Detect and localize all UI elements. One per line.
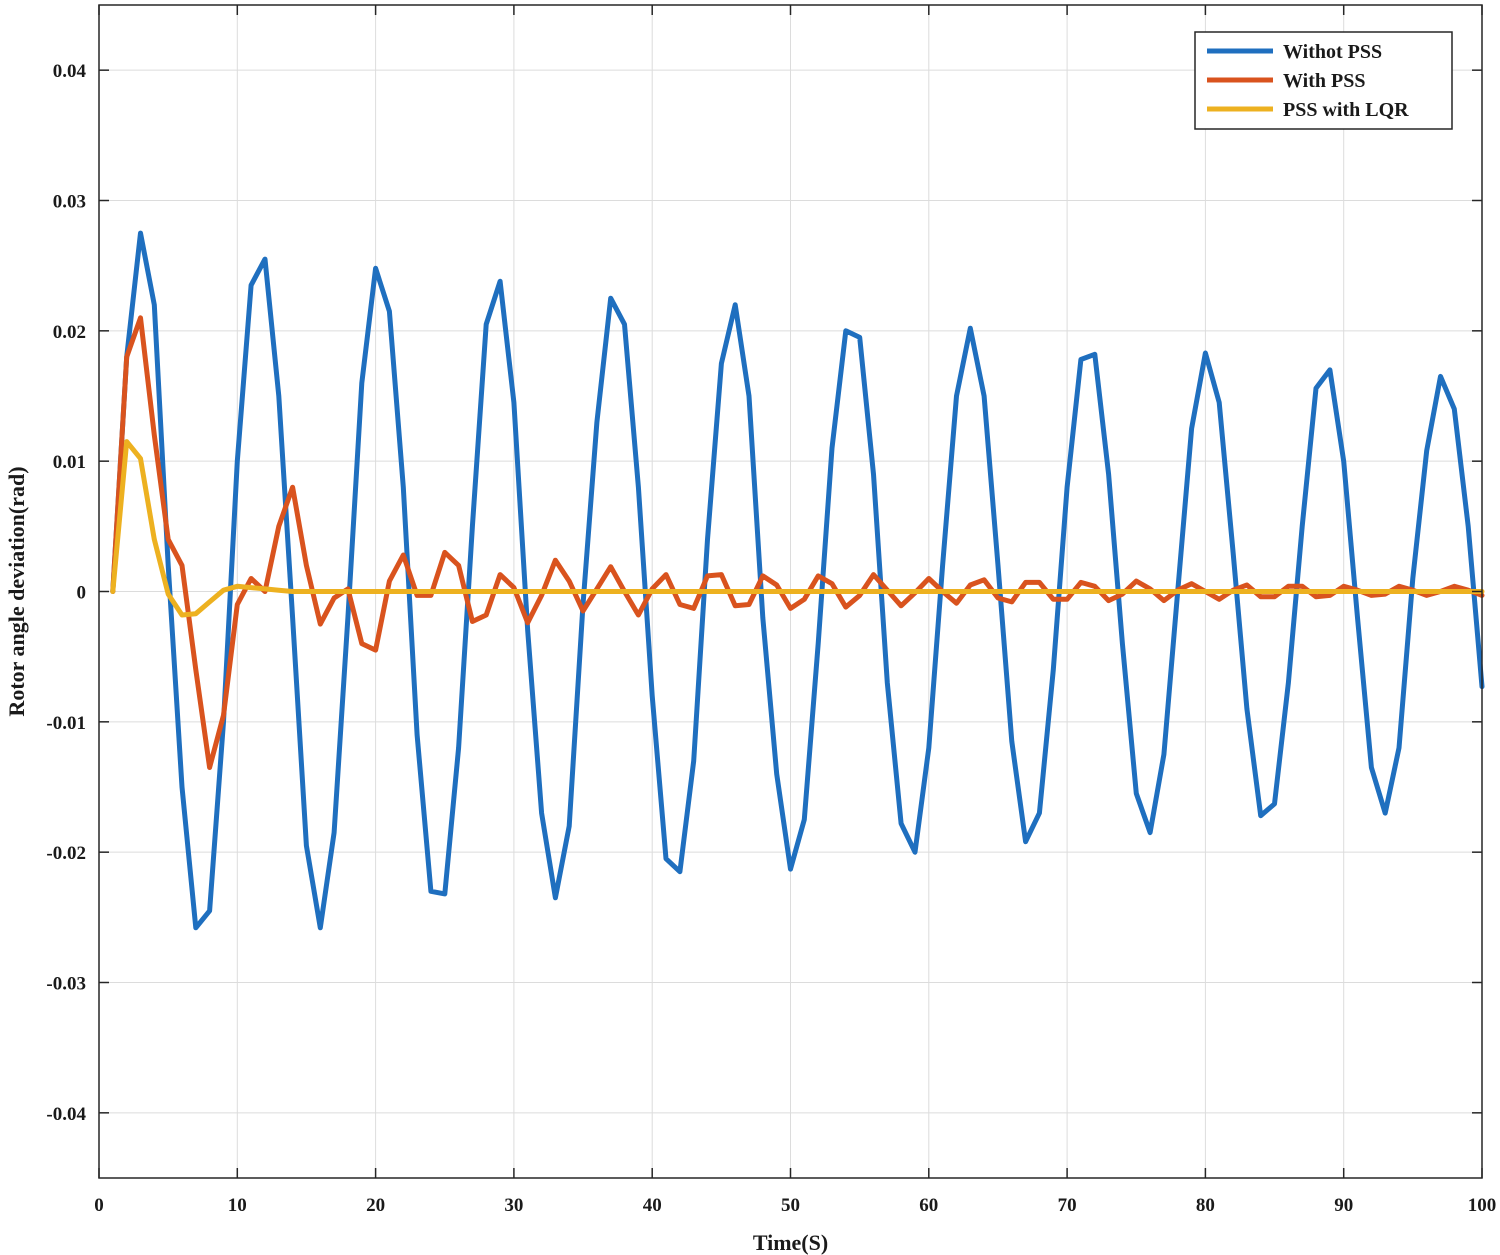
y-tick-label: -0.01 — [46, 713, 86, 734]
y-tick-label: -0.03 — [46, 974, 86, 995]
series-lines — [110, 230, 1485, 931]
y-tick-label: 0.04 — [53, 61, 87, 82]
x-axis-label: Time(S) — [753, 1230, 828, 1255]
y-axis-label: Rotor angle deviation(rad) — [4, 466, 29, 716]
x-tick-label: 70 — [1058, 1195, 1077, 1216]
y-tick-label: 0.03 — [53, 192, 86, 213]
y-axis-ticks: -0.04 -0.03 -0.02 -0.01 0 0.01 0.02 0.03 0.04 — [46, 61, 1482, 1125]
x-axis-ticks: 0 10 20 30 40 50 60 70 80 90 100 — [94, 5, 1496, 1216]
legend-label: Withot PSS — [1283, 41, 1382, 63]
x-tick-label: 10 — [228, 1195, 247, 1216]
x-tick-label: 60 — [919, 1195, 938, 1216]
x-tick-label: 40 — [643, 1195, 662, 1216]
series-line-2 — [110, 439, 1485, 618]
x-tick-label: 50 — [781, 1195, 800, 1216]
y-tick-label: 0 — [77, 583, 87, 604]
y-tick-label: 0.01 — [53, 452, 86, 473]
y-tick-label: -0.04 — [46, 1104, 86, 1125]
x-tick-label: 100 — [1468, 1195, 1497, 1216]
y-tick-label: 0.02 — [53, 322, 86, 343]
legend-label: With PSS — [1283, 70, 1365, 92]
x-tick-label: 80 — [1196, 1195, 1215, 1216]
legend-label: PSS with LQR — [1283, 99, 1409, 121]
x-tick-label: 0 — [94, 1195, 104, 1216]
legend: Withot PSS With PSS PSS with LQR — [1194, 31, 1453, 130]
x-tick-label: 30 — [504, 1195, 523, 1216]
y-tick-label: -0.02 — [46, 843, 86, 864]
x-tick-label: 20 — [366, 1195, 385, 1216]
series-line-0 — [110, 230, 1485, 931]
x-tick-label: 90 — [1334, 1195, 1353, 1216]
